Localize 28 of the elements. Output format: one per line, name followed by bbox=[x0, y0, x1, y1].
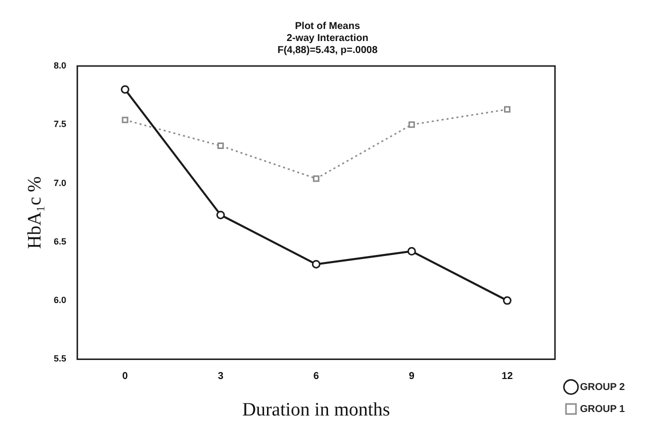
y-axis-title: HbA₁c % bbox=[24, 176, 46, 249]
point bbox=[502, 296, 512, 305]
chart-subtitle: 2-way Interaction bbox=[286, 32, 368, 44]
chart-title: Plot of Means bbox=[294, 20, 360, 32]
legend-label: GROUP 1 bbox=[580, 404, 626, 415]
point bbox=[217, 142, 224, 149]
point bbox=[216, 210, 225, 220]
text: F(4,88)=5.43, p=.0008 bbox=[277, 44, 378, 56]
y-tick-label: 6.0 bbox=[54, 295, 66, 306]
legend-label: GROUP 2 bbox=[580, 382, 626, 393]
y-tick-label: 7.0 bbox=[54, 178, 66, 188]
x-tick-label: 9 bbox=[408, 370, 415, 382]
y-tick-label: 7.5 bbox=[54, 119, 66, 130]
x-axis-title: Duration in months bbox=[242, 400, 390, 421]
x-tick-label: 6 bbox=[313, 370, 320, 382]
y-tick-label: 6.5 bbox=[54, 236, 66, 246]
y-tick-label: 8.0 bbox=[54, 60, 66, 70]
x-tick-label: 3 bbox=[218, 370, 224, 382]
point bbox=[312, 260, 320, 268]
point bbox=[407, 247, 416, 256]
point bbox=[504, 106, 510, 113]
y-tick-label: 5.5 bbox=[54, 354, 66, 364]
point bbox=[312, 175, 320, 182]
point bbox=[408, 121, 415, 128]
x-tick-label: 12 bbox=[502, 370, 514, 382]
x-tick-label: 0 bbox=[122, 370, 128, 382]
point bbox=[122, 116, 128, 124]
point bbox=[120, 85, 130, 94]
